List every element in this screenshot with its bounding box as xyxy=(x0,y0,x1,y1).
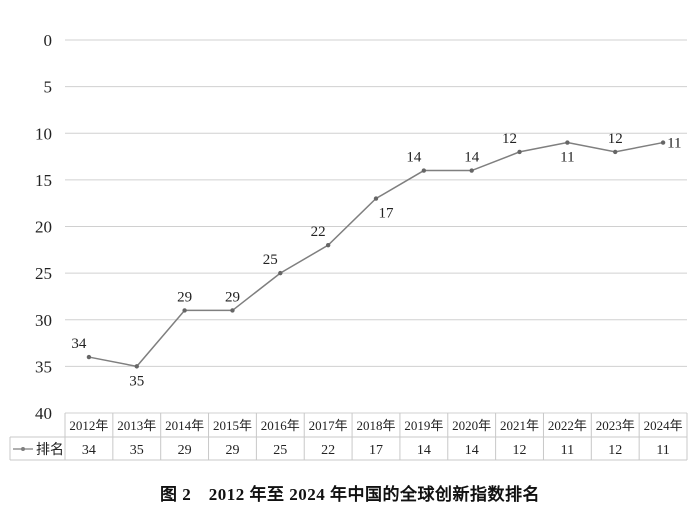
data-point xyxy=(565,140,570,145)
y-tick-label: 15 xyxy=(35,171,52,190)
data-point xyxy=(86,354,92,360)
y-tick-label: 25 xyxy=(35,264,52,283)
data-label: 11 xyxy=(667,136,681,152)
y-tick-label: 20 xyxy=(35,218,52,237)
x-tick-label: 2017年 xyxy=(309,418,348,433)
x-tick-label: 2013年 xyxy=(117,418,156,433)
table-value: 29 xyxy=(178,443,192,458)
data-label: 12 xyxy=(502,131,517,147)
data-label: 11 xyxy=(560,150,574,166)
data-label: 14 xyxy=(464,150,480,166)
data-point xyxy=(421,168,427,173)
data-label: 29 xyxy=(177,289,192,305)
table-value: 17 xyxy=(369,443,383,458)
x-tick-label: 2021年 xyxy=(500,418,539,433)
x-tick-label: 2023年 xyxy=(596,418,635,433)
data-label: 29 xyxy=(225,289,240,305)
data-point xyxy=(660,140,666,145)
data-point xyxy=(278,270,283,276)
table-value: 12 xyxy=(608,443,622,458)
figure-caption: 图 2 2012 年至 2024 年中国的全球创新指数排名 xyxy=(160,485,540,504)
x-tick-label: 2020年 xyxy=(452,418,491,433)
table-value: 34 xyxy=(82,443,96,458)
table-value: 35 xyxy=(130,443,144,458)
x-tick-label: 2018年 xyxy=(356,418,395,433)
table-value: 12 xyxy=(513,443,527,458)
x-tick-label: 2019年 xyxy=(404,418,443,433)
table-value: 25 xyxy=(273,443,287,458)
x-tick-label: 2012年 xyxy=(69,418,108,433)
legend-label: 排名 xyxy=(36,442,64,458)
data-point xyxy=(325,242,331,248)
x-tick-label: 2016年 xyxy=(261,418,300,433)
table-value: 14 xyxy=(417,443,431,458)
data-point xyxy=(613,149,618,155)
data-point xyxy=(373,196,379,201)
data-label: 22 xyxy=(311,224,326,240)
x-tick-label: 2022年 xyxy=(548,418,587,433)
table-value: 29 xyxy=(225,443,239,458)
data-point xyxy=(182,308,187,313)
x-tick-label: 2014年 xyxy=(165,418,204,433)
data-point xyxy=(469,168,474,173)
table-value: 11 xyxy=(656,443,669,458)
y-tick-label: 0 xyxy=(44,31,53,50)
y-tick-label: 30 xyxy=(35,311,52,330)
data-label: 14 xyxy=(406,150,422,166)
y-tick-label: 10 xyxy=(35,124,52,143)
table-value: 14 xyxy=(465,443,479,458)
data-point xyxy=(134,364,139,369)
data-label: 35 xyxy=(129,373,144,389)
data-label: 12 xyxy=(608,131,623,147)
table-value: 11 xyxy=(561,443,574,458)
data-point xyxy=(517,149,522,155)
data-label: 17 xyxy=(379,206,395,222)
x-tick-label: 2024年 xyxy=(644,418,683,433)
y-tick-label: 40 xyxy=(35,404,52,423)
y-tick-label: 35 xyxy=(35,357,52,376)
data-point xyxy=(230,308,235,313)
y-tick-label: 5 xyxy=(44,78,53,97)
table-value: 22 xyxy=(321,443,335,458)
data-label: 25 xyxy=(263,252,278,268)
series-line xyxy=(88,141,664,368)
x-tick-label: 2015年 xyxy=(213,418,252,433)
data-label: 34 xyxy=(71,336,87,352)
legend-marker-icon xyxy=(21,447,25,451)
